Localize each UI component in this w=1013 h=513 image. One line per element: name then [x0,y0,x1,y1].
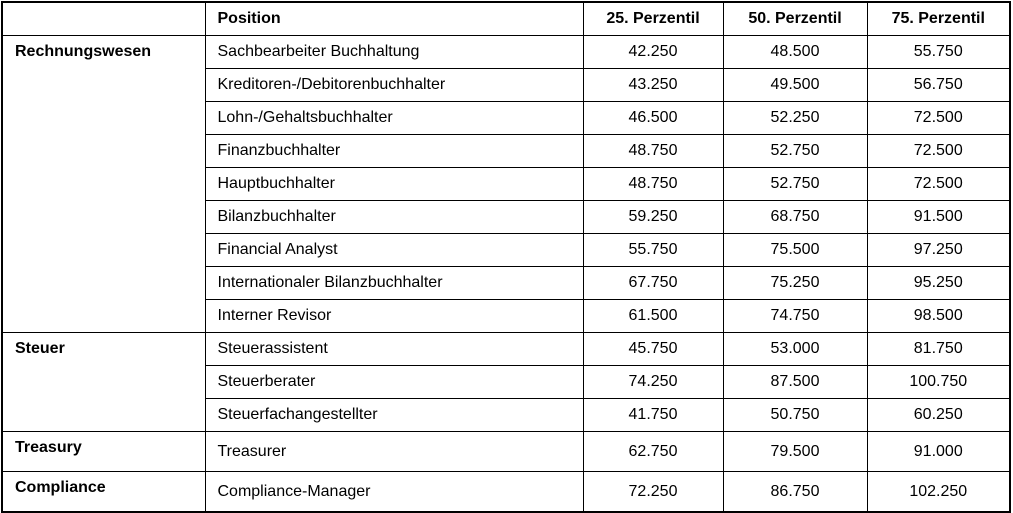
percentile-75-cell: 56.750 [866,68,1011,102]
percentile-25-cell: 59.250 [582,200,724,234]
table-row: Kreditoren-/Debitorenbuchhalter 43.250 49.… [2,68,1011,102]
percentile-25-cell: 62.750 [582,431,724,472]
percentile-75-cell: 98.500 [866,299,1011,333]
percentile-50-cell: 75.500 [722,233,868,267]
header-row: Position 25. Perzentil 50. Perzentil 75.… [1,1,1011,36]
percentile-75-cell: 72.500 [866,134,1011,168]
position-cell: Treasurer [204,431,584,472]
category-cell: Treasury [1,431,206,472]
percentile-75-cell: 60.250 [866,398,1011,432]
position-cell: Kreditoren-/Debitorenbuchhalter [204,68,584,102]
position-cell: Steuerfachangestellter [204,398,584,432]
table-row: Internationaler Bilanzbuchhalter 67.750 75… [2,266,1011,300]
table-row: Financial Analyst 55.750 75.500 97.250 [2,233,1011,267]
percentile-25-cell: 61.500 [582,299,724,333]
percentile-50-cell: 74.750 [722,299,868,333]
percentile-25-cell: 48.750 [582,167,724,201]
percentile-50-cell: 49.500 [722,68,868,102]
percentile-50-cell: 50.750 [722,398,868,432]
table-row: Steuerberater 74.250 87.500 100.750 [2,365,1011,399]
percentile-25-cell: 42.250 [582,35,724,69]
table-row: Finanzbuchhalter 48.750 52.750 72.500 [2,134,1011,168]
header-position: Position [204,1,584,36]
percentile-25-cell: 46.500 [582,101,724,135]
position-cell: Steuerassistent [204,332,584,366]
percentile-50-cell: 79.500 [722,431,868,472]
percentile-25-cell: 67.750 [582,266,724,300]
percentile-50-cell: 75.250 [722,266,868,300]
percentile-50-cell: 53.000 [722,332,868,366]
percentile-50-cell: 86.750 [722,471,868,513]
category-cell: Steuer [1,332,206,432]
percentile-50-cell: 52.750 [722,134,868,168]
percentile-25-cell: 41.750 [582,398,724,432]
table-row: Rechnungswesen Sachbearbeiter Buchhaltung… [1,35,1011,333]
percentile-75-cell: 100.750 [866,365,1011,399]
percentile-50-cell: 48.500 [722,35,868,69]
table-row: Compliance Compliance-Manager 72.250 86.750… [1,471,1011,513]
header-percentile-25: 25. Perzentil [582,1,724,36]
position-cell: Interner Revisor [204,299,584,333]
percentile-75-cell: 72.500 [866,101,1011,135]
table-row: Interner Revisor 61.500 74.750 98.500 [2,299,1011,333]
position-cell: Compliance-Manager [204,471,584,513]
header-percentile-50: 50. Perzentil [722,1,868,36]
table-row: Treasury Treasurer 62.750 79.500 91.000 [1,431,1011,472]
percentile-75-cell: 55.750 [866,35,1011,69]
percentile-25-cell: 43.250 [582,68,724,102]
table-row: Lohn-/Gehaltsbuchhalter 46.500 52.250 72.50… [2,101,1011,135]
position-cell: Sachbearbeiter Buchhaltung [204,35,584,69]
percentile-25-cell: 45.750 [582,332,724,366]
position-cell: Bilanzbuchhalter [204,200,584,234]
percentile-75-cell: 91.500 [866,200,1011,234]
percentile-25-cell: 74.250 [582,365,724,399]
table-row: Steuerfachangestellter 41.750 50.750 60.250 [2,398,1011,432]
table-row: Hauptbuchhalter 48.750 52.750 72.500 [2,167,1011,201]
percentile-25-cell: 48.750 [582,134,724,168]
percentile-50-cell: 52.750 [722,167,868,201]
percentile-75-cell: 72.500 [866,167,1011,201]
position-cell: Hauptbuchhalter [204,167,584,201]
position-cell: Financial Analyst [204,233,584,267]
position-cell: Lohn-/Gehaltsbuchhalter [204,101,584,135]
percentile-50-cell: 87.500 [722,365,868,399]
percentile-75-cell: 97.250 [866,233,1011,267]
header-category-empty [1,1,206,36]
percentile-50-cell: 52.250 [722,101,868,135]
percentile-75-cell: 95.250 [866,266,1011,300]
category-cell: Rechnungswesen [1,35,206,333]
category-cell: Compliance [1,471,206,513]
percentile-75-cell: 91.000 [866,431,1011,472]
percentile-25-cell: 72.250 [582,471,724,513]
table-row: Steuer Steuerassistent 45.750 53.000 81.750 [1,332,1011,432]
percentile-75-cell: 81.750 [866,332,1011,366]
percentile-25-cell: 55.750 [582,233,724,267]
position-cell: Internationaler Bilanzbuchhalter [204,266,584,300]
header-percentile-75: 75. Perzentil [866,1,1011,36]
percentile-50-cell: 68.750 [722,200,868,234]
position-cell: Steuerberater [204,365,584,399]
position-cell: Finanzbuchhalter [204,134,584,168]
percentile-75-cell: 102.250 [866,471,1011,513]
table-body: Rechnungswesen Sachbearbeiter Buchhaltung… [1,35,1011,513]
